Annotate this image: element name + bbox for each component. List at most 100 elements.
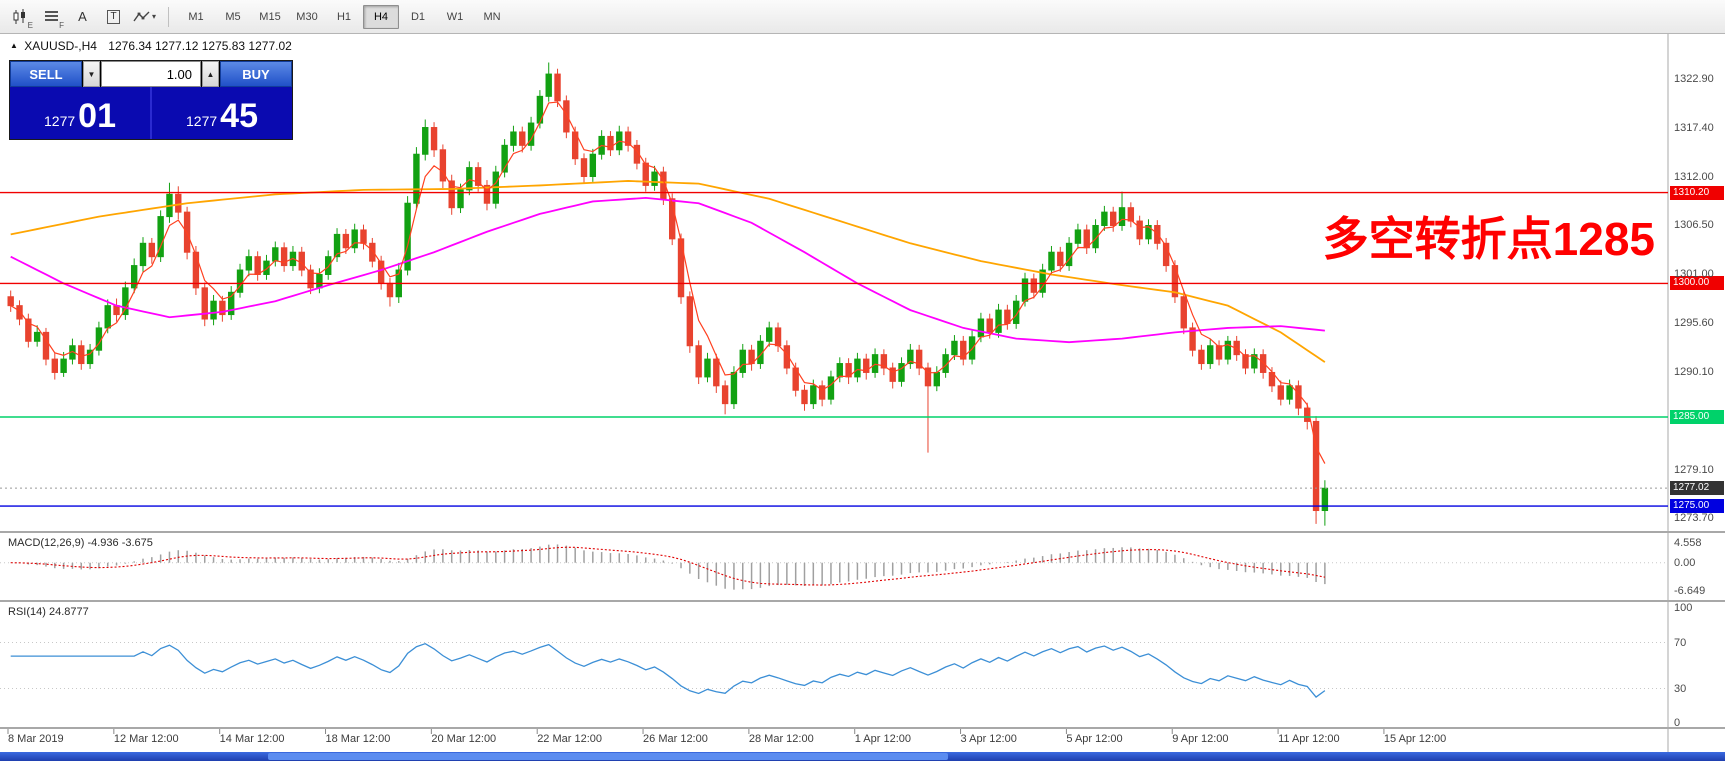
price-axis[interactable]	[1669, 34, 1725, 727]
candle	[51, 352, 58, 380]
collapse-icon[interactable]: ▲	[10, 41, 18, 50]
timeframe-m15-button[interactable]: M15	[259, 10, 281, 23]
candle	[563, 95, 570, 139]
timeframe-mn-button[interactable]: MN	[483, 10, 501, 23]
candle	[933, 366, 940, 392]
candle	[1039, 263, 1046, 298]
buy-price-main: 1277	[186, 113, 218, 129]
panel-separator[interactable]	[0, 531, 1725, 533]
candle	[766, 321, 773, 347]
candle	[386, 278, 394, 307]
icon-badge: F	[59, 21, 64, 30]
candle	[1215, 340, 1223, 366]
candle	[1012, 294, 1020, 329]
symbol-name: XAUUSD-,H4	[24, 39, 97, 53]
rsi-indicator-label: RSI(14) 24.8777	[8, 606, 89, 618]
candle	[783, 340, 791, 375]
text-tool-icon[interactable]: T	[99, 3, 128, 30]
candle	[333, 228, 341, 263]
candle	[369, 237, 376, 268]
timeframe-w1-button[interactable]: W1	[446, 10, 464, 23]
timeframe-m1-button[interactable]: M1	[188, 10, 204, 23]
candle	[880, 349, 888, 376]
candle	[1136, 215, 1143, 246]
timeframe-h4-button[interactable]: H4	[363, 4, 399, 29]
candle	[774, 322, 782, 352]
timeframe-m30-button[interactable]: M30	[296, 10, 318, 23]
candle	[1277, 380, 1284, 406]
volume-input[interactable]	[101, 61, 201, 87]
candle	[1004, 304, 1011, 330]
candle	[854, 352, 861, 383]
candle	[483, 180, 491, 211]
candle	[1268, 367, 1276, 393]
candle	[342, 229, 350, 254]
candle	[704, 352, 711, 383]
toolbar: E F A T ▾ M1 M5 M15 M30 H1 H4 D1 W1 MN	[0, 0, 1725, 34]
sell-price-pips: 01	[78, 97, 116, 135]
candle	[122, 281, 129, 320]
candle	[42, 327, 50, 366]
taskbar-segment	[268, 753, 948, 760]
candle	[624, 126, 632, 152]
candle	[1295, 380, 1302, 416]
icon-badge: E	[27, 21, 33, 30]
sell-price-display[interactable]: 1277 01	[10, 87, 150, 139]
candles-layer	[7, 62, 1329, 526]
candle	[1118, 191, 1126, 231]
candle	[1092, 219, 1099, 254]
candlestick-chart-icon[interactable]: E	[6, 3, 35, 30]
candle	[554, 68, 561, 108]
macd-signal-line	[10, 546, 1325, 586]
buy-button[interactable]: BUY	[220, 61, 292, 87]
candle	[254, 251, 261, 281]
font-tool-icon[interactable]: A	[68, 3, 97, 30]
candle	[351, 223, 358, 254]
macd-histogram	[18, 544, 1326, 590]
candle	[915, 344, 923, 376]
candle	[95, 321, 103, 356]
polyline-tool-icon[interactable]: ▾	[130, 3, 159, 30]
volume-decrement-button[interactable]: ▼	[83, 61, 100, 87]
macd-indicator-label: MACD(12,26,9) -4.936 -3.675	[8, 537, 153, 549]
candle	[1321, 480, 1329, 526]
candle	[430, 122, 438, 157]
candle	[1101, 205, 1108, 231]
candle	[33, 325, 41, 347]
candle	[1207, 339, 1214, 369]
panel-separator[interactable]	[0, 600, 1725, 602]
timeframe-d1-button[interactable]: D1	[410, 10, 426, 23]
one-click-trading-panel: SELL ▼ ▲ BUY 1277 01 1277 45	[9, 60, 293, 140]
buy-price-display[interactable]: 1277 45	[150, 87, 292, 139]
chinese-annotation: 多空转折点1285	[1322, 213, 1655, 265]
timeframe-h1-button[interactable]: H1	[336, 10, 352, 23]
candle	[545, 62, 552, 102]
candle	[1048, 245, 1055, 276]
grid-list-icon[interactable]: F	[37, 3, 66, 30]
toolbar-separator	[168, 6, 169, 27]
candle	[801, 384, 808, 411]
timeframe-m5-button[interactable]: M5	[225, 10, 241, 23]
panel-separator[interactable]	[0, 727, 1725, 729]
candle	[607, 131, 614, 157]
candle	[1312, 416, 1320, 524]
candle	[748, 344, 755, 371]
ohlc-values: 1276.34 1277.12 1275.83 1277.02	[108, 39, 292, 53]
sell-button[interactable]: SELL	[10, 61, 82, 87]
candle	[695, 340, 702, 385]
symbol-header: ▲ XAUUSD-,H4 1276.34 1277.12 1275.83 127…	[10, 39, 292, 53]
candle	[871, 348, 879, 378]
candle	[863, 353, 870, 380]
candle	[210, 294, 217, 326]
candle	[1110, 206, 1117, 232]
candle	[474, 162, 482, 192]
time-axis[interactable]	[0, 729, 1668, 752]
volume-increment-button[interactable]: ▲	[202, 61, 219, 87]
candle	[713, 353, 720, 393]
candle	[739, 343, 746, 378]
taskbar-strip	[0, 752, 1725, 761]
candle	[898, 357, 905, 387]
candle	[16, 300, 23, 326]
candle	[175, 186, 182, 220]
